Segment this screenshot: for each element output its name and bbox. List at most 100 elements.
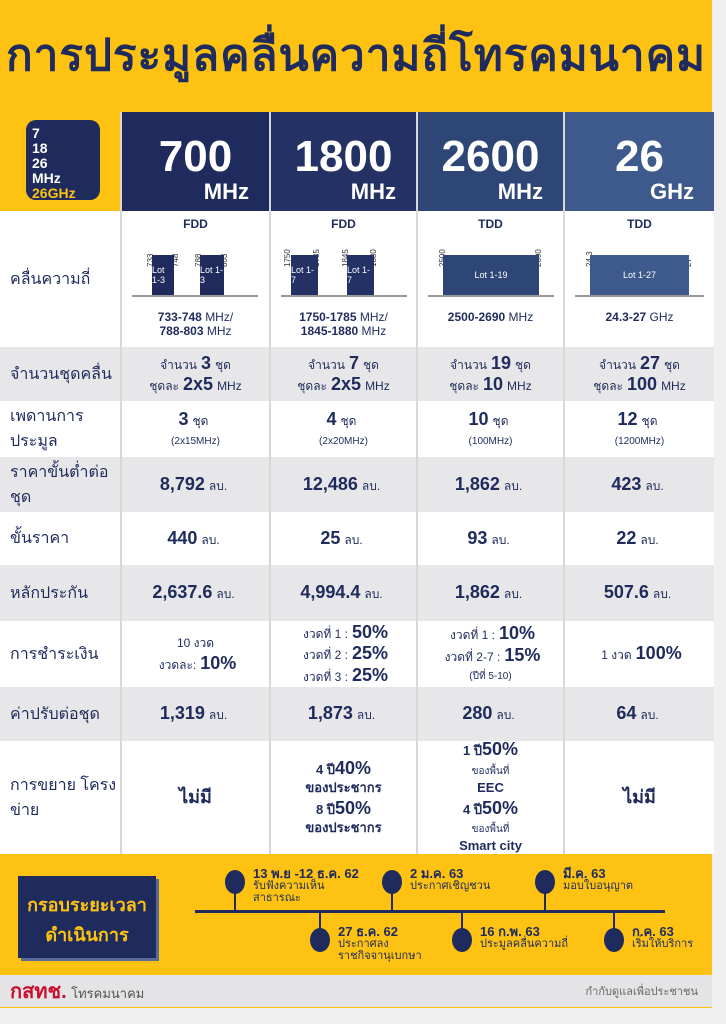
frequency-range: 733-748 MHz/788-803 MHz [122, 310, 269, 339]
value-part: ลบ. [356, 708, 376, 723]
band-unit: GHz [650, 179, 694, 204]
value-part: 507.6 [603, 582, 649, 603]
value-part: ชุด [515, 357, 531, 372]
value-cell: 4,994.4 ลบ. [271, 565, 416, 621]
value-part: 1,319 [159, 703, 205, 724]
value-line: ชุดละ 100 MHz [589, 374, 689, 395]
value-part: ชุด [192, 414, 209, 429]
value-cell: จำนวน 27 ชุด ชุดละ 100 MHz [565, 347, 714, 401]
frequency-logo: 7 18 26 MHz 26GHz [26, 120, 100, 201]
value-cell: 423 ลบ. [565, 457, 714, 512]
lot-block: Lot 1-3 [152, 255, 174, 295]
value-cell: 507.6 ลบ. [565, 565, 714, 621]
value-part: 2,637.6 [152, 582, 213, 603]
value-line: (1200MHz) [615, 431, 664, 449]
range-unit: MHz [508, 310, 534, 324]
value-line: งวดที่ 1 :50% [299, 622, 388, 643]
row-label: การขยาย โครงข่าย [0, 741, 120, 854]
value-part: งวดที่ 1 : [302, 626, 348, 641]
spectrum-baseline [281, 295, 407, 297]
value-part: 40% [335, 757, 372, 778]
timeline-event: มี.ค. 63 มอบใบอนุญาต [563, 867, 634, 892]
value-line: ของพื้นที่ [472, 761, 510, 779]
value-part: 50% [335, 797, 372, 818]
timeline-axis [195, 910, 665, 913]
value-part: 100 [627, 374, 658, 394]
value-cell: 93 ลบ. [418, 512, 563, 565]
logo-line: 26 [32, 155, 48, 171]
value-part: ลบ. [361, 478, 381, 493]
value-part: ของพื้นที่ [471, 823, 510, 835]
value-cell: 25 ลบ. [271, 512, 416, 565]
value-part: ไม่มี [623, 786, 656, 807]
range-line: 2500-2690 MHz [418, 310, 563, 325]
event-text: มอบใบอนุญาต [563, 880, 634, 892]
value-cell: 22 ลบ. [565, 512, 714, 565]
value-part: 4,994.4 [300, 582, 361, 603]
value-line: (2x15MHz) [171, 431, 220, 449]
value-part: งวดที่ 3 : [302, 669, 348, 684]
value-line: (100MHz) [469, 431, 513, 449]
value-part: ลบ. [208, 708, 228, 723]
value-line: (ปีที่ 5-10) [469, 666, 511, 684]
logo-line: 18 [32, 140, 48, 156]
value-part: 7 [348, 352, 359, 373]
value-line: ของประชากร [305, 819, 381, 837]
value-part: 8,792 [159, 473, 205, 494]
value-cell: 3 ชุด (2x15MHz) [122, 401, 269, 457]
timeline-event: 2 ม.ค. 63 ประกาศเชิญชวน [410, 867, 491, 892]
value-cell: งวดที่ 1 :10% งวดที่ 2-7 :15% (ปีที่ 5-10) [418, 621, 563, 687]
timeline-event: ก.ค. 63 เริ่มให้บริการ [632, 925, 693, 950]
value-line: 1,873 ลบ. [308, 703, 379, 724]
value-part: จำนวน [160, 357, 197, 372]
range-value: 2500-2690 [447, 310, 506, 324]
value-part: MHz [365, 379, 390, 393]
event-date: 16 ก.พ. 63 [480, 924, 540, 939]
timeline-marker [382, 870, 402, 894]
row-label-frequency: คลื่นความถี่ [0, 211, 120, 347]
value-line: จำนวน 19 ชุด [446, 353, 535, 374]
row-label: ขั้นราคา [0, 512, 120, 565]
value-part: 2x5 [331, 374, 362, 394]
range-unit: MHz [361, 323, 387, 338]
value-part: ชุดละ [297, 379, 328, 393]
duplex-mode: TDD [478, 217, 503, 231]
timeline-stem [234, 888, 236, 912]
value-line: 4 ปี50% [463, 798, 518, 819]
value-part: ลบ. [503, 478, 523, 493]
band-header-26: 26 GHz [565, 112, 714, 211]
value-part: 10% [200, 652, 237, 673]
event-date: 27 ธ.ค. 62 [338, 924, 398, 939]
value-part: 1,862 [454, 473, 500, 494]
value-part: จำนวน [450, 357, 487, 372]
timeline-marker [452, 928, 472, 952]
value-part: ลบ. [216, 587, 235, 602]
value-cell: จำนวน 19 ชุด ชุดละ 10 MHz [418, 347, 563, 401]
value-part: MHz [217, 379, 242, 393]
range-line: 1750-1785 MHz/ [271, 310, 416, 325]
timeline-title-line: ดำเนินการ [45, 925, 129, 945]
value-part: 50% [482, 797, 519, 818]
row-label: ราคาขั้นต่ำต่อชุด [0, 457, 120, 512]
value-part: 4 ปี [315, 761, 336, 777]
value-line: จำนวน 3 ชุด [156, 353, 235, 374]
value-line: งวดที่ 2-7 :15% [441, 645, 541, 666]
value-part: 3 [200, 352, 211, 373]
value-part: ไม่มี [179, 786, 212, 807]
value-line: งวดละ: 10% [155, 653, 237, 674]
value-part: 10 [468, 409, 489, 430]
range-value: 1750-1785 [299, 310, 357, 324]
value-part: 100% [635, 643, 682, 664]
value-part: 10 [483, 374, 504, 394]
frequency-cell: FDD 733 748 788 803 Lot 1-3 Lot 1-3 733-748 MHz… [122, 211, 269, 347]
value-part: ชุด [340, 414, 357, 429]
event-text: ประกาศเชิญชวน [410, 880, 491, 892]
page-title: การประมูลคลื่นความถี่โทรคมนาคม [5, 31, 707, 80]
duplex-mode: FDD [331, 217, 356, 231]
value-line: 507.6 ลบ. [604, 582, 675, 603]
timeline-event: 16 ก.พ. 63 ประมูลคลื่นความถี่ [480, 924, 568, 950]
value-part: 64 [616, 703, 637, 724]
lot-block: Lot 1-7 [291, 255, 318, 295]
value-line: 64 ลบ. [616, 703, 662, 724]
value-part: 3 [178, 409, 189, 430]
